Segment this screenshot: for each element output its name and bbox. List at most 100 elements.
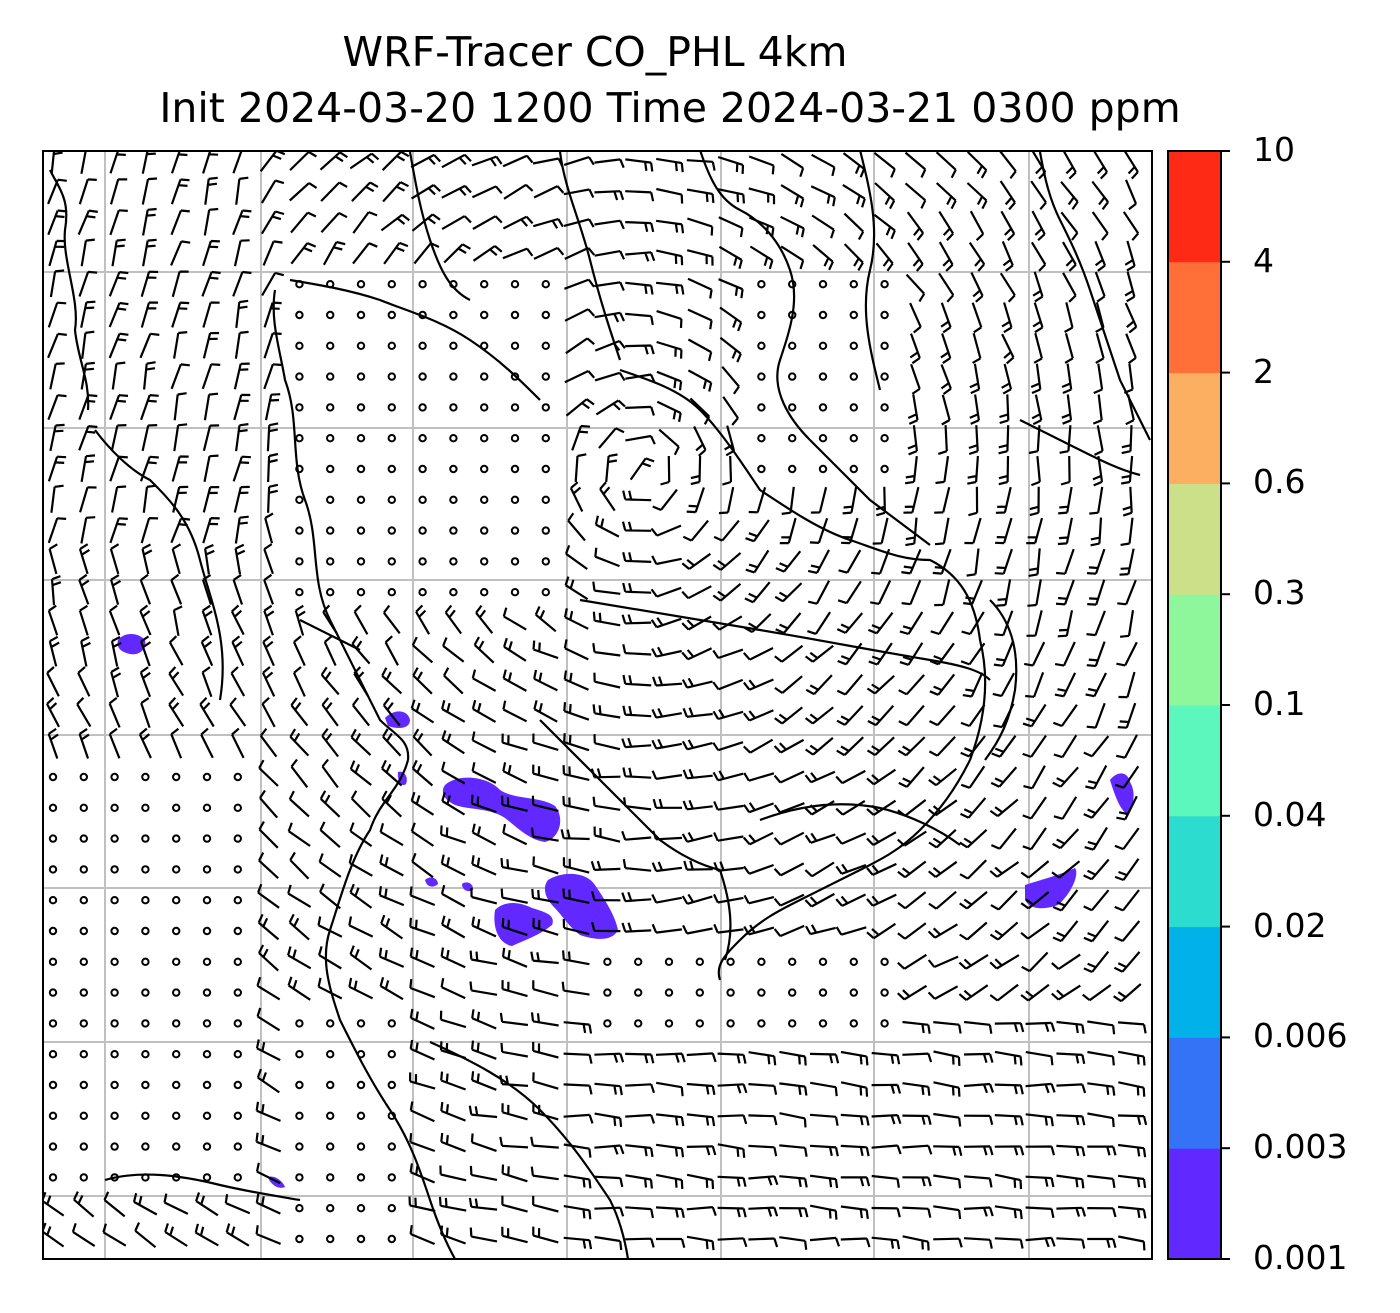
wind-barb [562,765,590,781]
wind-barb [1025,1175,1055,1188]
wind-barb [263,363,282,390]
wind-barb [866,768,897,786]
wind-barb [650,524,682,537]
calm-wind-marker [387,526,396,535]
wind-barb [261,271,285,297]
wind-barb [652,676,683,687]
calm-wind-marker [202,1080,212,1090]
colorbar-tick-label: 2 [1253,351,1274,391]
wind-barb [810,1081,838,1097]
wind-barb [1123,151,1139,180]
calm-wind-marker [387,280,396,289]
wind-barb [1122,486,1133,517]
wind-barb [168,666,185,697]
wind-barb [1022,827,1047,851]
wind-barb [290,697,309,727]
wind-barb [441,792,466,816]
plume-va-small [385,711,410,728]
calm-wind-marker [110,957,119,966]
calm-wind-marker [387,1173,396,1182]
wind-barb [964,1175,993,1188]
wind-barb [1117,1174,1147,1189]
wind-barb [686,249,714,266]
wind-barb [1124,271,1136,303]
calm-wind-marker [110,926,119,936]
wind-barb [266,422,279,452]
wind-barb [533,185,565,199]
wind-barb [292,666,306,697]
wind-barb [658,428,680,456]
wind-barb [866,862,897,876]
wind-barb [899,642,924,666]
wind-barb [994,1050,1023,1066]
wind-barb [935,455,950,485]
wind-barb [743,863,774,875]
wind-barb [320,181,348,202]
calm-wind-marker [387,1142,396,1151]
wind-barb [655,219,685,234]
calm-wind-marker [849,988,858,997]
calm-wind-marker [79,1019,89,1028]
wind-barb [897,860,927,879]
wind-barb [835,893,866,907]
calm-wind-marker [172,926,181,936]
calm-wind-marker [480,464,489,474]
calm-wind-marker [880,280,889,289]
wind-barb [1053,734,1078,759]
wind-barb [255,1101,281,1122]
wind-barb [1087,1237,1117,1248]
calm-wind-marker [510,464,520,474]
wind-barb [202,239,220,267]
wind-barb [621,614,652,625]
calm-wind-marker [449,495,458,504]
wind-barb [681,739,713,751]
wind-barb [809,517,829,544]
calm-wind-marker [880,464,889,474]
wind-barb [867,704,895,727]
wind-barb [743,802,774,814]
wind-barb [203,207,219,236]
wind-barb [381,667,403,695]
wind-barb [199,697,215,728]
wind-barb [998,151,1017,180]
wind-barb [384,635,399,666]
wind-barb [141,151,156,174]
wind-barb [625,1174,653,1189]
colorbar-segment [1168,705,1221,817]
wind-barb [47,394,67,420]
calm-wind-marker [295,341,304,350]
wind-barb [898,704,925,727]
calm-wind-marker [510,310,520,320]
wind-barb [625,1052,655,1064]
coastlines-and-borders [49,151,1151,1259]
wind-barb [172,605,183,636]
wind-barb [927,799,958,817]
calm-wind-marker [726,957,735,966]
wind-barb [775,550,802,573]
wind-barb [471,731,497,754]
wind-barb [928,735,956,757]
wind-barb [774,675,803,694]
wind-barb [1092,394,1103,425]
wind-barb [231,635,245,667]
wind-barb [132,1192,158,1216]
calm-wind-marker [480,557,489,566]
wind-barb [625,312,654,326]
wind-barb [259,789,279,819]
wind-barb [235,423,249,452]
calm-wind-marker [172,1173,181,1182]
wind-barb [441,153,472,169]
wind-barb [935,182,957,210]
wind-barb [440,1071,466,1091]
wind-barb [897,799,927,817]
wind-barb [594,1082,623,1096]
wind-barb [1118,1081,1146,1097]
wind-barb [103,1191,126,1218]
wind-barb [622,767,652,779]
wind-barb [902,1052,933,1063]
wind-barb [563,1205,592,1220]
wind-barb [564,370,596,384]
wind-barb [47,727,59,759]
wind-barb [622,490,652,502]
wind-barb [134,1222,157,1249]
